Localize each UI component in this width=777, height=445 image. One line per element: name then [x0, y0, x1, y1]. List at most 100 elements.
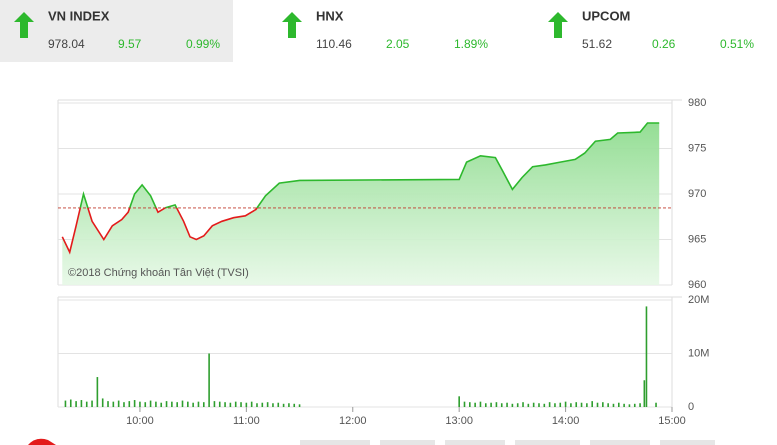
volume-bar [91, 400, 93, 407]
volume-bar [586, 403, 588, 407]
index-name: UPCOM [582, 8, 630, 23]
bottom-tab[interactable] [445, 440, 505, 445]
volume-bar [596, 402, 599, 407]
volume-bar [133, 400, 136, 407]
volume-bar [617, 402, 620, 407]
volume-bar [112, 401, 115, 407]
bottom-tab[interactable] [590, 440, 650, 445]
volume-bar [234, 401, 237, 407]
volume-bar [612, 403, 615, 407]
volume-bar [240, 402, 242, 407]
volume-bar [602, 402, 604, 407]
x-tick-label: 10:00 [126, 415, 154, 427]
active-tab[interactable] [0, 0, 233, 62]
volume-bar [250, 401, 253, 407]
volume-bar [543, 403, 546, 407]
volume-bar [101, 398, 104, 407]
bottom-tab[interactable] [515, 440, 580, 445]
index-price: 978.04 [48, 37, 85, 51]
x-tick-label: 11:00 [233, 415, 260, 427]
volume-bar [171, 401, 173, 407]
volume-bar [208, 353, 210, 407]
x-tick-label: 15:00 [658, 415, 686, 427]
volume-bar [607, 403, 609, 407]
price-line [61, 122, 660, 255]
y-tick-label: 970 [688, 188, 706, 200]
logo-fragment [28, 438, 56, 445]
volume-bar [85, 401, 88, 407]
index-change: 0.26 [652, 37, 676, 51]
y-tick-label: 10M [688, 347, 709, 359]
volume-bar [266, 402, 269, 407]
volume-bar [591, 401, 593, 407]
volume-bar [160, 402, 163, 407]
volume-bar [197, 401, 200, 407]
volume-bar [288, 403, 290, 407]
volume-bar [224, 402, 226, 407]
volume-bar [187, 401, 189, 407]
bottom-tab[interactable] [660, 440, 715, 445]
volume-bar [490, 402, 492, 407]
bottom-tab[interactable] [380, 440, 435, 445]
volume-bar [192, 402, 194, 407]
volume-bar [176, 402, 178, 407]
volume-bar [469, 402, 471, 407]
volume-bar [527, 403, 530, 407]
y-tick-label: 980 [688, 97, 706, 109]
index-price: 51.62 [582, 37, 612, 51]
volume-bar [155, 401, 157, 407]
volume-bar [123, 402, 125, 407]
index-price: 110.46 [316, 37, 352, 51]
bottom-tab[interactable] [300, 440, 370, 445]
volume-bar [261, 402, 264, 407]
price-area [62, 123, 660, 285]
volume-bar [522, 402, 524, 407]
index-name: VN INDEX [48, 8, 110, 23]
volume-bar [645, 306, 648, 407]
y-tick-label: 965 [688, 233, 706, 245]
volume-bar [516, 403, 519, 407]
volume-bar [218, 401, 221, 407]
volume-bar [474, 402, 476, 407]
up-arrow [14, 12, 34, 38]
volume-bar [639, 403, 641, 407]
volume-bar [64, 400, 67, 407]
volume-bar [538, 403, 540, 407]
volume-bar [633, 403, 636, 407]
index-change: 2.05 [386, 37, 410, 51]
y-tick-label: 960 [688, 279, 706, 291]
volume-bar [655, 402, 657, 407]
volume-bar [298, 404, 301, 407]
volume-bar [643, 380, 646, 407]
volume-bar [484, 403, 487, 407]
volume-bar [229, 402, 232, 407]
volume-bar [96, 377, 99, 407]
volume-bar [165, 401, 168, 407]
y-tick-label: 20M [688, 294, 709, 306]
index-percent: 1.89% [454, 37, 488, 51]
volume-bar [149, 400, 152, 407]
x-tick-label: 13:00 [445, 415, 473, 427]
volume-bar [277, 402, 280, 407]
up-arrow [548, 12, 568, 38]
y-tick-label: 0 [688, 401, 694, 413]
volume-bar [495, 402, 498, 407]
volume-bar [144, 402, 147, 407]
volume-bar [458, 396, 460, 407]
volume-bar [511, 403, 514, 407]
y-tick-label: 975 [688, 142, 706, 154]
volume-bar [181, 400, 184, 407]
volume-bar [559, 402, 562, 407]
volume-bar [272, 403, 274, 407]
volume-bar [213, 401, 216, 407]
volume-bar [570, 403, 572, 407]
volume-bar [75, 401, 77, 407]
volume-bar [282, 403, 285, 407]
volume-bar [532, 402, 535, 407]
volume-bar [575, 402, 578, 407]
x-tick-label: 14:00 [552, 415, 580, 427]
x-tick-label: 12:00 [339, 415, 367, 427]
volume-bar [628, 404, 631, 407]
volume-bar [117, 400, 120, 407]
